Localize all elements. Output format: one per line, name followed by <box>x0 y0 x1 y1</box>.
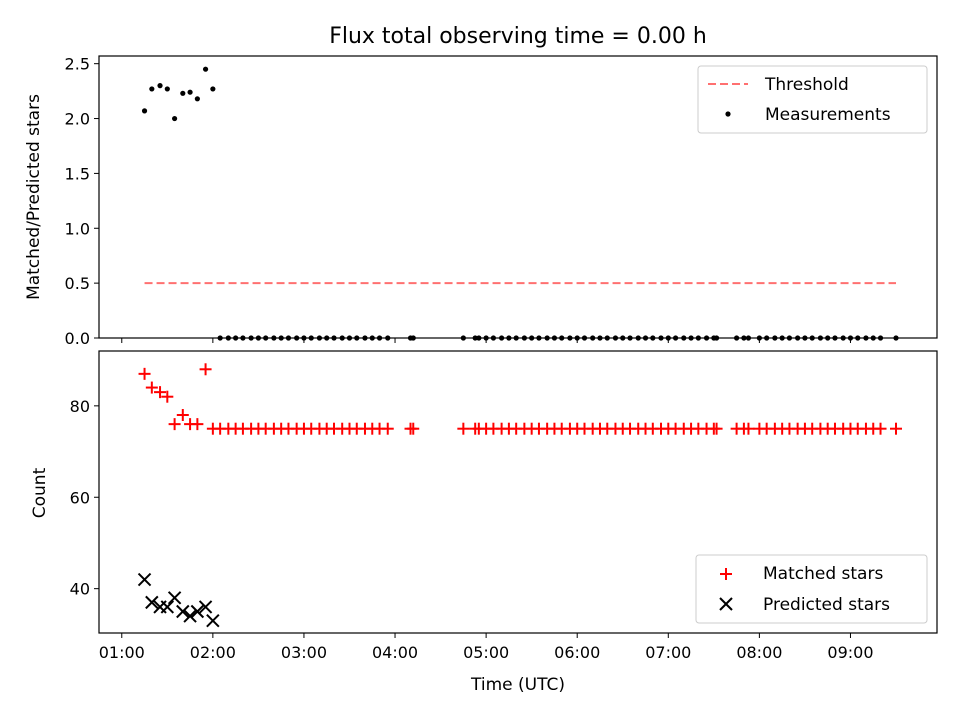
predicted-star-point <box>198 600 213 614</box>
predicted-star-point <box>167 591 182 605</box>
x-tick-label: 05:00 <box>463 643 509 662</box>
matched-star-point <box>154 386 167 399</box>
legend-matched-swatch <box>720 568 732 580</box>
matched-star-point <box>199 363 212 376</box>
measurement-point <box>172 115 178 122</box>
legend-measurements-swatch <box>725 111 731 117</box>
predicted-stars-layer <box>137 572 220 628</box>
top-y-tick-label: 2.0 <box>65 110 90 129</box>
matched-star-point <box>176 408 189 421</box>
x-tick-label: 03:00 <box>281 643 327 662</box>
x-tick-label: 07:00 <box>645 643 691 662</box>
matched-star-point <box>874 422 887 435</box>
matched-star-point <box>742 422 755 435</box>
legend-threshold-label: Threshold <box>764 75 849 95</box>
bottom-legend-box <box>695 554 928 624</box>
top-plot-frame <box>98 55 938 339</box>
top-y-tick-label: 1.0 <box>65 219 90 238</box>
bottom-y-tick-label: 40 <box>70 580 90 599</box>
top-x-ticks <box>121 338 851 343</box>
matched-star-point <box>161 390 174 403</box>
x-tick-label: 02:00 <box>190 643 236 662</box>
matched-star-point <box>145 381 158 394</box>
bottom-y-tick-label: 80 <box>70 397 90 416</box>
predicted-star-point <box>206 613 220 628</box>
bottom-plot-frame <box>98 350 938 634</box>
x-axis-label: Time (UTC) <box>470 675 565 695</box>
top-legend-box <box>697 65 928 134</box>
legend-measurements-label: Measurements <box>765 105 891 125</box>
bottom-panel: 40 60 80 01:00 02:00 03:00 04:00 05:00 06:00 07:… <box>30 350 938 695</box>
bottom-y-tick-label: 60 <box>70 488 90 507</box>
measurement-point <box>210 86 216 92</box>
measurement-point <box>194 96 200 102</box>
top-panel: 0.0 0.5 1.0 1.5 2.0 2.5 Matched/Predicted sta… <box>24 55 938 348</box>
matched-star-point <box>457 422 470 435</box>
matched-stars-layer <box>138 363 903 435</box>
chart-title: Flux total observing time = 0.00 h <box>329 24 707 49</box>
top-y-axis: 0.0 0.5 1.0 1.5 2.0 2.5 <box>65 55 99 348</box>
predicted-star-point <box>183 609 197 623</box>
top-y-tick-label: 1.5 <box>65 164 90 183</box>
bottom-y-axis-label: Count <box>30 467 50 518</box>
measurement-point <box>164 86 170 92</box>
predicted-star-point <box>145 595 159 610</box>
x-tick-label: 08:00 <box>736 643 782 662</box>
predicted-star-point <box>176 604 190 619</box>
bottom-x-axis: 01:00 02:00 03:00 04:00 05:00 06:00 07:00 08:00… <box>99 633 874 662</box>
matched-star-point <box>407 422 420 435</box>
top-y-tick-label: 2.5 <box>65 55 90 74</box>
measurement-point <box>141 108 148 114</box>
bottom-legend: Matched stars Predicted stars <box>695 554 928 624</box>
x-tick-label: 01:00 <box>99 643 145 662</box>
matched-star-point <box>168 418 181 431</box>
measurement-point <box>180 90 186 96</box>
x-tick-label: 09:00 <box>827 643 873 662</box>
legend-predicted-label: Predicted stars <box>763 595 890 615</box>
predicted-star-point <box>137 572 152 587</box>
matched-star-point <box>710 422 723 435</box>
top-legend: Threshold Measurements <box>697 65 928 134</box>
measurement-point <box>149 86 155 92</box>
matched-star-point <box>138 367 151 380</box>
x-tick-label: 04:00 <box>372 643 418 662</box>
matched-star-point <box>381 422 394 435</box>
matched-star-point <box>890 422 903 435</box>
top-y-axis-label: Matched/Predicted stars <box>24 94 44 300</box>
legend-predicted-swatch <box>719 597 733 611</box>
measurement-point <box>187 89 193 95</box>
measurement-point <box>157 83 163 89</box>
matched-star-point <box>191 418 204 431</box>
predicted-star-point <box>190 604 205 619</box>
measurement-point <box>202 66 209 72</box>
bottom-y-axis: 40 60 80 <box>70 397 99 599</box>
x-tick-label: 06:00 <box>554 643 600 662</box>
legend-matched-label: Matched stars <box>763 564 883 584</box>
top-y-tick-label: 0.0 <box>65 329 90 348</box>
predicted-star-point <box>160 600 175 614</box>
top-y-tick-label: 0.5 <box>65 274 90 293</box>
